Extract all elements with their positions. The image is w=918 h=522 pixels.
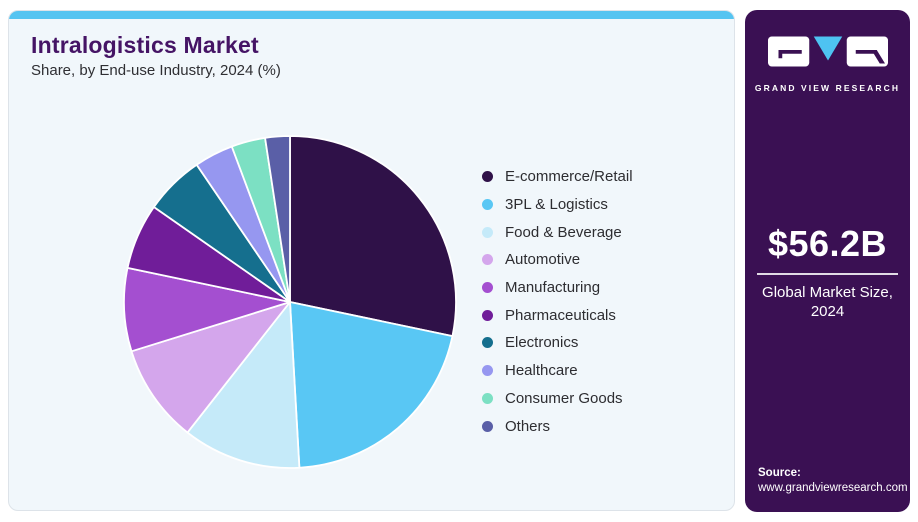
market-size-block: $56.2B Global Market Size, 2024 bbox=[745, 223, 910, 321]
legend-label: Manufacturing bbox=[505, 279, 601, 297]
legend-item-3pl-logistics: 3PL & Logistics bbox=[482, 191, 633, 219]
legend-item-healthcare: Healthcare bbox=[482, 357, 633, 385]
pie-slice-automotive bbox=[130, 301, 291, 434]
legend-swatch-icon bbox=[482, 199, 493, 211]
legend-label: Electronics bbox=[505, 334, 579, 352]
legend-label: Others bbox=[505, 417, 551, 435]
legend-label: 3PL & Logistics bbox=[505, 196, 608, 214]
legend-swatch-icon bbox=[482, 254, 493, 266]
logo-g-block bbox=[767, 36, 809, 67]
legend-swatch-icon bbox=[482, 226, 493, 238]
legend-item-consumer-goods: Consumer Goods bbox=[482, 385, 633, 413]
legend-swatch-icon bbox=[482, 420, 493, 432]
legend-swatch-icon bbox=[482, 392, 493, 404]
legend-item-electronics: Electronics bbox=[482, 329, 633, 357]
legend: E-commerce/Retail 3PL & Logistics Food & B… bbox=[482, 163, 633, 440]
source-url[interactable]: www.grandviewresearch.com bbox=[758, 482, 908, 494]
page-subtitle: Share, by End-use Industry, 2024 (%) bbox=[31, 62, 281, 79]
logo-r-block bbox=[846, 36, 888, 67]
legend-item-automotive: Automotive bbox=[482, 246, 633, 274]
market-size-divider bbox=[757, 273, 898, 275]
accent-top-bar bbox=[9, 11, 734, 19]
source-label: Source: bbox=[758, 467, 801, 479]
legend-swatch-icon bbox=[482, 282, 493, 294]
pie-slice-others bbox=[264, 135, 291, 303]
brand-sidebar: GRAND VIEW RESEARCH $56.2B Global Market… bbox=[745, 10, 910, 512]
legend-item-e-commerce-retail: E-commerce/Retail bbox=[482, 163, 633, 191]
legend-label: E-commerce/Retail bbox=[505, 168, 633, 186]
legend-label: Healthcare bbox=[505, 362, 578, 380]
legend-item-manufacturing: Manufacturing bbox=[482, 274, 633, 302]
brand-block: GRAND VIEW RESEARCH bbox=[745, 32, 910, 93]
market-size-value: $56.2B bbox=[767, 223, 888, 264]
brand-name: GRAND VIEW RESEARCH bbox=[754, 83, 901, 93]
legend-label: Food & Beverage bbox=[505, 223, 622, 241]
legend-swatch-icon bbox=[482, 337, 493, 349]
source-block: Source: www.grandviewresearch.com bbox=[758, 467, 908, 494]
pie-slice-food-beverage bbox=[186, 301, 301, 469]
page-title: Intralogistics Market bbox=[31, 32, 259, 58]
legend-label: Pharmaceuticals bbox=[505, 306, 616, 324]
legend-item-food-beverage: Food & Beverage bbox=[482, 218, 633, 246]
pie-chart-svg bbox=[123, 135, 457, 469]
legend-swatch-icon bbox=[482, 365, 493, 377]
pie-chart bbox=[115, 127, 465, 477]
legend-swatch-icon bbox=[482, 309, 493, 321]
legend-item-others: Others bbox=[482, 412, 633, 440]
pie-slice-e-commerce-retail bbox=[289, 135, 457, 338]
market-size-caption: Global Market Size, 2024 bbox=[762, 284, 893, 320]
legend-item-pharmaceuticals: Pharmaceuticals bbox=[482, 301, 633, 329]
chart-card: Intralogistics Market Share, by End-use … bbox=[8, 10, 735, 511]
gvr-logo-icon bbox=[767, 36, 888, 67]
pie-slice-3pl-logistics bbox=[289, 301, 454, 469]
legend-label: Consumer Goods bbox=[505, 389, 623, 407]
legend-swatch-icon bbox=[482, 171, 493, 183]
logo-v-triangle bbox=[813, 36, 842, 61]
legend-label: Automotive bbox=[505, 251, 581, 269]
